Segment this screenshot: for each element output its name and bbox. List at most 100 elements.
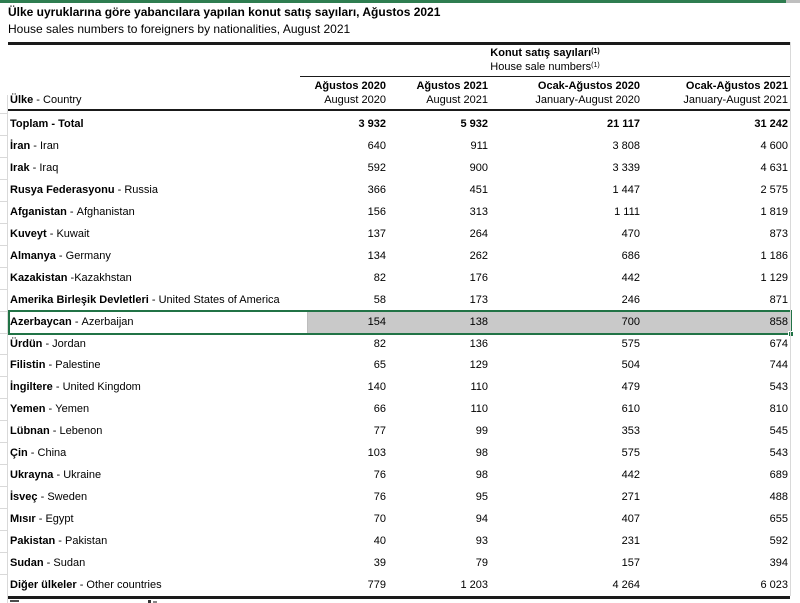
value-cell-aug-2020[interactable]: 70 [373,513,386,526]
country-cell[interactable]: Sudan - Sudan [8,552,308,574]
value-cell-aug-2020[interactable]: 154 [308,310,388,333]
value-cell-aug-2020[interactable]: 3 932 [358,117,386,130]
value-cell-aug-2021[interactable]: 98 [475,447,488,460]
country-cell[interactable]: İran - Iran [8,135,308,157]
value-cell-jan-aug-2021[interactable]: 6 023 [760,578,788,591]
value-cell-aug-2021[interactable]: 99 [475,425,488,438]
value-cell-jan-aug-2021[interactable]: 689 [769,469,788,482]
country-cell[interactable]: Mısır - Egypt [8,508,308,530]
value-cell-aug-2020[interactable]: 592 [367,161,386,174]
value-cell-aug-2020[interactable]: 137 [367,227,386,240]
value-cell-jan-aug-2020[interactable]: 700 [490,310,642,333]
country-cell[interactable]: Toplam - Total [8,113,308,135]
country-cell[interactable]: Almanya - Germany [8,245,308,267]
value-cell-aug-2020[interactable]: 156 [367,205,386,218]
country-cell[interactable]: Amerika Birleşik Devletleri - United Sta… [8,289,308,311]
value-cell-aug-2020[interactable]: 66 [373,403,386,416]
value-cell-aug-2021[interactable]: 5 932 [460,117,488,130]
country-cell[interactable]: İsveç - Sweden [8,486,308,508]
value-cell-aug-2021[interactable]: 900 [469,161,488,174]
value-cell-jan-aug-2021[interactable]: 394 [769,557,788,570]
value-cell-aug-2020[interactable]: 40 [373,535,386,548]
value-cell-jan-aug-2021[interactable]: 871 [769,293,788,306]
value-cell-aug-2021[interactable]: 176 [469,271,488,284]
value-cell-jan-aug-2021[interactable]: 31 242 [754,117,788,130]
value-cell-jan-aug-2021[interactable]: 655 [769,513,788,526]
value-cell-jan-aug-2021[interactable]: 1 819 [760,205,788,218]
value-cell-aug-2021[interactable]: 110 [470,381,488,394]
value-cell-aug-2021[interactable]: 95 [475,491,488,504]
country-cell[interactable]: Rusya Federasyonu - Russia [8,179,308,201]
value-cell-jan-aug-2020[interactable]: 4 264 [612,578,640,591]
country-cell[interactable]: Azerbaycan - Azerbaijan [8,310,308,333]
value-cell-jan-aug-2021[interactable]: 1 186 [760,249,788,262]
value-cell-aug-2021[interactable]: 313 [469,205,488,218]
value-cell-jan-aug-2021[interactable]: 4 600 [760,139,788,152]
value-cell-aug-2021[interactable]: 94 [475,513,488,526]
value-cell-aug-2021[interactable]: 110 [470,403,488,416]
country-cell[interactable]: Çin - China [8,442,308,464]
value-cell-aug-2020[interactable]: 640 [367,139,386,152]
country-cell[interactable]: Diğer ülkeler - Other countries [8,574,308,596]
value-cell-aug-2021[interactable]: 138 [388,310,490,333]
value-cell-jan-aug-2020[interactable]: 442 [621,469,640,482]
value-cell-aug-2020[interactable]: 65 [373,359,386,372]
value-cell-jan-aug-2021[interactable]: 545 [769,425,788,438]
country-cell[interactable]: Afganistan - Afghanistan [8,201,308,223]
value-cell-aug-2021[interactable]: 136 [469,337,488,350]
value-cell-jan-aug-2020[interactable]: 1 111 [614,205,640,218]
value-cell-jan-aug-2021[interactable]: 873 [769,227,788,240]
country-cell[interactable]: Kazakistan - Kazakhstan [8,267,308,289]
value-cell-jan-aug-2020[interactable]: 231 [621,535,640,548]
value-cell-jan-aug-2020[interactable]: 1 447 [612,183,640,196]
value-cell-jan-aug-2020[interactable]: 21 117 [606,117,640,130]
value-cell-aug-2020[interactable]: 366 [367,183,386,196]
value-cell-aug-2021[interactable]: 173 [469,293,488,306]
value-cell-aug-2020[interactable]: 76 [373,469,386,482]
value-cell-jan-aug-2021[interactable]: 1 129 [760,271,788,284]
value-cell-jan-aug-2020[interactable]: 246 [621,293,640,306]
value-cell-jan-aug-2020[interactable]: 575 [621,337,640,350]
value-cell-aug-2020[interactable]: 103 [367,447,386,460]
value-cell-jan-aug-2020[interactable]: 157 [621,557,640,570]
value-cell-jan-aug-2020[interactable]: 575 [621,447,640,460]
country-cell[interactable]: Irak - Iraq [8,157,308,179]
value-cell-aug-2020[interactable]: 779 [367,578,386,591]
country-cell[interactable]: Ukrayna - Ukraine [8,464,308,486]
value-cell-jan-aug-2021[interactable]: 543 [769,381,788,394]
value-cell-aug-2021[interactable]: 264 [469,227,488,240]
country-cell[interactable]: Lübnan - Lebenon [8,420,308,442]
value-cell-jan-aug-2020[interactable]: 407 [621,513,640,526]
value-cell-aug-2021[interactable]: 262 [469,249,488,262]
value-cell-jan-aug-2020[interactable]: 353 [621,425,640,438]
value-cell-jan-aug-2021[interactable]: 2 575 [760,183,788,196]
selection-fill-handle[interactable] [788,330,794,337]
value-cell-jan-aug-2020[interactable]: 504 [621,359,640,372]
value-cell-aug-2021[interactable]: 93 [475,535,488,548]
value-cell-aug-2020[interactable]: 82 [373,271,386,284]
country-cell[interactable]: Yemen - Yemen [8,398,308,420]
value-cell-jan-aug-2021[interactable]: 810 [769,403,788,416]
value-cell-aug-2020[interactable]: 140 [367,381,386,394]
value-cell-jan-aug-2020[interactable]: 610 [621,403,640,416]
value-cell-aug-2021[interactable]: 98 [475,469,488,482]
value-cell-jan-aug-2020[interactable]: 3 339 [612,161,640,174]
country-cell[interactable]: İngiltere - United Kingdom [8,376,308,398]
value-cell-jan-aug-2021[interactable]: 4 631 [760,161,788,174]
value-cell-aug-2021[interactable]: 129 [469,359,488,372]
value-cell-jan-aug-2020[interactable]: 3 808 [612,139,640,152]
country-cell[interactable]: Pakistan - Pakistan [8,530,308,552]
value-cell-jan-aug-2020[interactable]: 271 [621,491,640,504]
value-cell-aug-2020[interactable]: 76 [373,491,386,504]
value-cell-aug-2020[interactable]: 134 [367,249,386,262]
value-cell-aug-2021[interactable]: 451 [469,183,488,196]
value-cell-jan-aug-2021[interactable]: 543 [769,447,788,460]
value-cell-aug-2020[interactable]: 77 [373,425,386,438]
value-cell-jan-aug-2020[interactable]: 470 [621,227,640,240]
value-cell-jan-aug-2021[interactable]: 744 [769,359,788,372]
value-cell-jan-aug-2021[interactable]: 488 [769,491,788,504]
value-cell-aug-2021[interactable]: 79 [475,557,488,570]
value-cell-jan-aug-2020[interactable]: 442 [621,271,640,284]
value-cell-jan-aug-2021[interactable]: 592 [769,535,788,548]
value-cell-aug-2021[interactable]: 1 203 [460,578,488,591]
